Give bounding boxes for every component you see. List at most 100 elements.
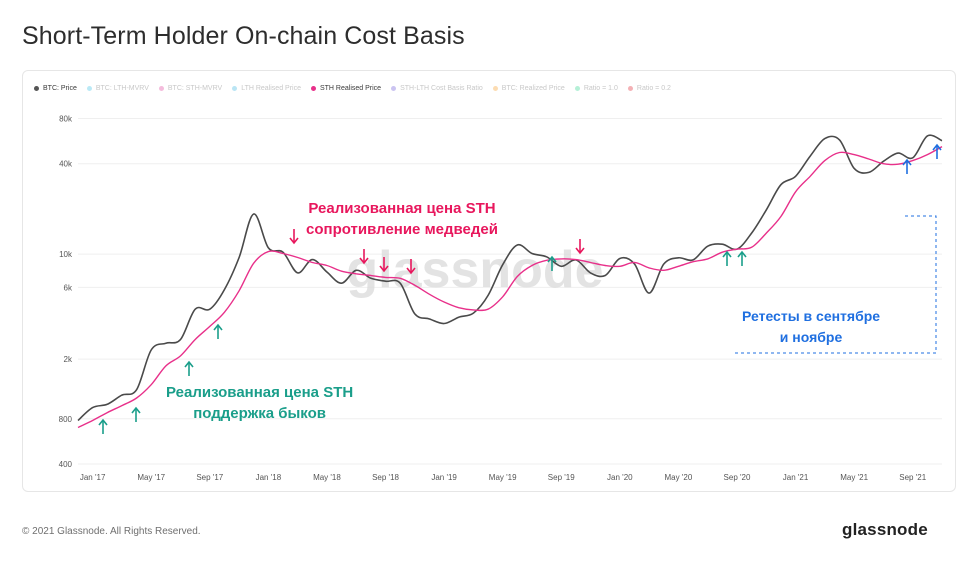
glassnode-logo: glassnode	[842, 520, 928, 539]
annotation-resistance-line1: Реализованная цена STH	[308, 200, 496, 217]
annotation-retests-line2: и ноябре	[779, 329, 843, 345]
retest-arrow-icon	[902, 158, 912, 174]
legend-dot-icon	[232, 85, 238, 91]
legend-item[interactable]: BTC: LTH-MVRV	[86, 84, 149, 92]
y-tick-label: 800	[59, 415, 73, 424]
legend-label: BTC: LTH-MVRV	[95, 84, 149, 92]
annotation-support: Реализованная цена STH поддержка быков	[166, 382, 353, 424]
legend-label: BTC: Realized Price	[501, 84, 565, 92]
retest-bracket	[732, 215, 937, 354]
support-arrow-icon	[184, 360, 194, 376]
support-arrow-icon-head	[98, 418, 108, 426]
retest-arrow-icon	[932, 143, 942, 159]
resistance-arrow-icon	[359, 249, 369, 265]
x-tick-label: May '18	[313, 473, 341, 482]
support-arrow-icon	[737, 250, 747, 266]
support-arrow-icon	[213, 323, 223, 339]
legend-label: STH-LTH Cost Basis Ratio	[400, 84, 483, 92]
resistance-arrow-icon-head	[406, 267, 416, 275]
y-tick-label: 80k	[59, 115, 73, 124]
x-tick-label: Sep '19	[548, 473, 575, 482]
page-title: Short-Term Holder On-chain Cost Basis	[22, 22, 465, 50]
annotation-support-line1: Реализованная цена STH	[166, 384, 354, 401]
grid-lines	[78, 118, 942, 465]
support-arrow-icon-head	[722, 250, 732, 258]
x-tick-label: Sep '18	[372, 473, 399, 482]
support-arrow-icon-head	[131, 406, 141, 414]
legend-item[interactable]: BTC: STH-MVRV	[158, 84, 223, 92]
legend-dot-icon	[158, 85, 164, 91]
resistance-arrow-icon-head	[575, 247, 585, 255]
chart-panel	[22, 70, 956, 492]
x-tick-label: Sep '20	[724, 473, 751, 482]
x-tick-label: May '17	[137, 473, 165, 482]
legend-item[interactable]: STH Realised Price	[310, 84, 382, 92]
legend-label: BTC: Price	[43, 84, 77, 92]
legend-dot-icon	[492, 85, 498, 91]
annotation-retests: Ретесты в сентябре и ноябре	[742, 306, 880, 348]
x-tick-label: May '19	[489, 473, 517, 482]
chart-legend: BTC: Price BTC: LTH-MVRV BTC: STH-MVRV LTH …	[34, 82, 681, 94]
annotation-retests-line1: Ретесты в сентябре	[742, 308, 881, 324]
resistance-arrow-icon-head	[379, 265, 389, 273]
legend-label: BTC: STH-MVRV	[167, 84, 223, 92]
annotation-resistance: Реализованная цена STH сопротивление мед…	[306, 198, 498, 240]
legend-label: STH Realised Price	[319, 84, 382, 92]
y-axis-ticks: 400 800 2k 6k 10k 40k 80k	[59, 115, 73, 469]
support-arrow-icon	[131, 406, 141, 422]
series-lines	[77, 134, 943, 429]
legend-item[interactable]: LTH Realised Price	[232, 85, 301, 92]
resistance-arrow-icon	[406, 259, 416, 275]
support-arrow-icon-head	[547, 255, 557, 263]
x-tick-label: Jan '17	[80, 473, 106, 482]
legend-dot-icon	[86, 85, 92, 91]
support-arrow-icon-head	[213, 323, 223, 331]
y-tick-label: 2k	[64, 355, 73, 364]
retest-arrow-icon-head	[932, 143, 942, 151]
legend-item[interactable]: Ratio = 0.2	[627, 84, 671, 92]
x-tick-label: Jan '21	[783, 473, 809, 482]
resistance-arrow-icon	[575, 239, 585, 255]
y-tick-label: 6k	[64, 283, 73, 292]
x-tick-label: Jan '19	[431, 473, 457, 482]
legend-item[interactable]: Ratio = 1.0	[574, 84, 618, 92]
resistance-arrow-icon	[379, 257, 389, 273]
support-arrow-icon	[98, 418, 108, 434]
legend-label: Ratio = 0.2	[636, 84, 671, 92]
x-tick-label: May '21	[840, 473, 868, 482]
legend-dot-icon	[574, 85, 580, 91]
support-arrow-icon-head	[184, 360, 194, 368]
legend-dot-icon	[310, 85, 316, 91]
legend-dot-icon	[34, 85, 39, 91]
support-arrow-icon	[547, 255, 557, 271]
x-tick-label: Jan '18	[256, 473, 282, 482]
sth-realised-price-line	[77, 145, 943, 429]
resistance-arrow-icon	[289, 229, 299, 245]
x-axis-ticks: Jan '17 May '17 Sep '17 Jan '18 May '18 Sep '…	[80, 473, 927, 482]
support-arrow-icon-head	[737, 250, 747, 258]
footer-copyright: © 2021 Glassnode. All Rights Reserved.	[22, 526, 201, 537]
legend-item[interactable]: BTC: Price	[34, 85, 77, 92]
resistance-arrow-icon-head	[359, 257, 369, 265]
annotation-support-line2: поддержка быков	[193, 405, 326, 422]
legend-item[interactable]: BTC: Realized Price	[492, 84, 565, 92]
x-tick-label: Jan '20	[607, 473, 633, 482]
x-tick-label: Sep '21	[899, 473, 926, 482]
resistance-arrow-icon-head	[289, 237, 299, 245]
support-arrow-icon	[722, 250, 732, 266]
x-tick-label: Sep '17	[196, 473, 223, 482]
y-tick-label: 40k	[59, 160, 73, 169]
legend-item[interactable]: STH-LTH Cost Basis Ratio	[391, 85, 483, 92]
retest-arrow-icon-head	[902, 158, 912, 166]
x-tick-label: May '20	[665, 473, 693, 482]
legend-dot-icon	[627, 85, 633, 91]
btc-price-line	[77, 134, 943, 422]
watermark: glassnode	[346, 241, 603, 299]
legend-label: Ratio = 1.0	[583, 84, 618, 92]
annotation-resistance-line2: сопротивление медведей	[306, 221, 498, 238]
legend-label: LTH Realised Price	[241, 84, 301, 92]
annotation-arrows	[98, 143, 942, 434]
legend-dot-icon	[391, 85, 397, 91]
y-tick-label: 10k	[59, 250, 73, 259]
